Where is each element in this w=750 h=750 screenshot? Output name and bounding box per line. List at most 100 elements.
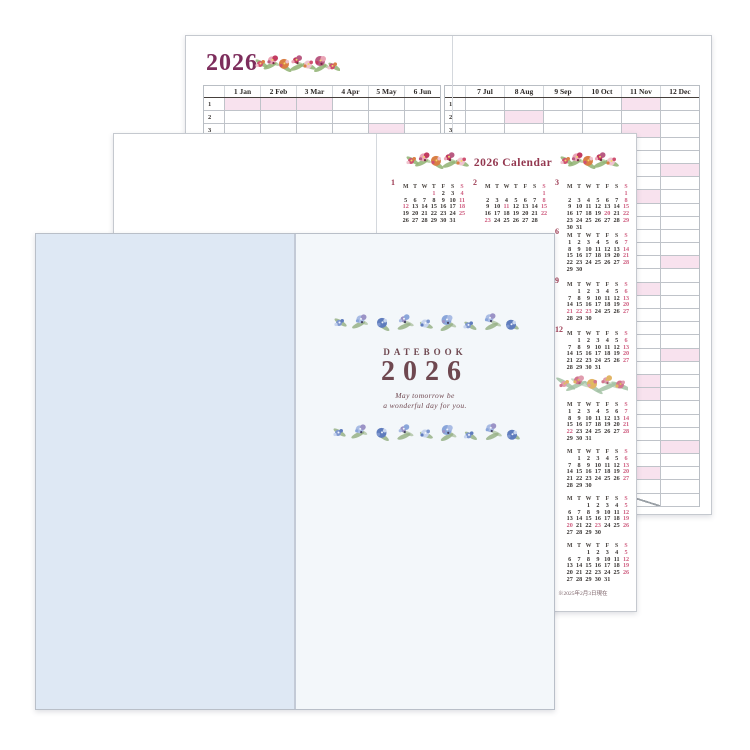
planner-cell	[660, 361, 699, 374]
planner-year-title: 2026	[206, 50, 258, 76]
planner-cell	[465, 98, 504, 111]
cover-front-page: DATEBOOK 2026 May tomorrow be a wonderfu…	[296, 234, 554, 709]
planner-cell	[368, 111, 404, 124]
planner-cell	[660, 256, 699, 269]
planner-cell	[582, 124, 621, 137]
calendar-floral-left-icon	[403, 148, 469, 177]
mini-month: 9 M T W T F S S 1 2 3 4 5 6 7 8 9 10 11 12 13 14 15 16 17 18 19 20 2…	[555, 276, 630, 322]
cover-tagline-line1: May tomorrow be	[395, 391, 455, 400]
planner-cell	[296, 124, 332, 137]
planner-cell	[660, 454, 699, 467]
planner-cell	[660, 216, 699, 229]
cover-tagline-line2: a wonderful day for you.	[383, 401, 467, 410]
planner-month-header: 6 Jun	[404, 86, 440, 97]
planner-cell	[660, 427, 699, 440]
planner-cell	[296, 98, 332, 111]
planner-cell	[504, 111, 543, 124]
planner-cell	[465, 124, 504, 137]
planner-cell	[660, 243, 699, 256]
planner-cell	[660, 335, 699, 348]
planner-cell	[660, 295, 699, 308]
planner-cell	[660, 309, 699, 322]
mini-month-number: 6	[555, 227, 559, 236]
mini-month-grid-2026: 1 M T W T F S S 1 2 3 4 5 6 7 8 9 10 11 12 13 14 15 16 17 18 19 20 2…	[391, 178, 637, 377]
planner-cell	[260, 111, 296, 124]
mini-month-number: 12	[555, 325, 563, 334]
planner-month-header: 9 Sep	[543, 86, 582, 97]
planner-month-header: 5 May	[368, 86, 404, 97]
planner-row-number: 3	[449, 127, 453, 135]
planner-cell	[224, 111, 260, 124]
mini-month-number: 3	[555, 178, 559, 187]
planner-cell	[296, 111, 332, 124]
cover-brand-title: DATEBOOK	[383, 347, 467, 357]
calendar-header: 2026 Calendar	[384, 148, 638, 177]
planner-month-header: 3 Mar	[296, 86, 332, 97]
planner-cell	[660, 150, 699, 163]
planner-cell	[660, 282, 699, 295]
mini-month: 6 M T W T F S S 1 2 3 4 5 6 7 8 9 10 11 12 13 14 15 16 17 18 19 20 2…	[555, 227, 630, 273]
planner-month-header: 11 Nov	[621, 86, 660, 97]
mini-month-number: 2	[473, 178, 477, 187]
planner-row-number: 2	[449, 114, 453, 122]
planner-cell	[582, 98, 621, 111]
planner-month-header: 1 Jan	[224, 86, 260, 97]
planner-cell	[543, 124, 582, 137]
planner-cell	[660, 203, 699, 216]
planner-cell	[660, 163, 699, 177]
mini-month: 3 M T W T F S S 1 2 3 4 5 6 7 8 9 10 11 12 13 14 15 16 17 18 19 20 2…	[555, 178, 630, 231]
planner-cell	[504, 124, 543, 137]
planner-cell	[660, 348, 699, 361]
planner-cell	[660, 322, 699, 335]
planner-cell	[404, 98, 440, 111]
mini-month-grid-2027: M T W T F S S 1 2 3 4 5 6 7 8 9 10 11 12 13 14 15 16 17 18 19 20 21…	[391, 399, 637, 587]
mini-month: 1 M T W T F S S 1 2 3 4 5 6 7 8 9 10 11 12 13 14 15 16 17 18 19 20 2…	[391, 178, 466, 224]
mini-month: M T W T F S S 1 2 3 4 5 6 7 8 9 10 11 12 13 14 15 16 17 18 19 20 21…	[566, 402, 630, 442]
mini-month: 12 M T W T F S S 1 2 3 4 5 6 7 8 9 10 11 12 13 14 15 16 17 18 19 20…	[555, 325, 630, 371]
planner-cell	[332, 124, 368, 137]
mini-month-number: 1	[391, 178, 395, 187]
planner-cell	[332, 98, 368, 111]
planner-cell	[660, 480, 699, 493]
mini-month: M T W T F S S 1 2 3 4 5 6 7 8 9 10 11 12 13 14 15 16 17 18 19 20 21…	[566, 449, 630, 489]
planner-cell	[660, 388, 699, 401]
planner-cell	[404, 111, 440, 124]
planner-cell	[660, 269, 699, 282]
cover-inside-left-page	[36, 234, 296, 709]
planner-cell	[660, 440, 699, 454]
planner-row-number: 1	[208, 101, 212, 108]
planner-cell	[660, 177, 699, 190]
cover-floral-top-icon	[331, 304, 519, 345]
planner-cell	[621, 98, 660, 111]
planner-cell	[660, 124, 699, 137]
planner-cell	[543, 111, 582, 124]
planner-row-number: 3	[208, 127, 212, 135]
mini-month: M T W T F S S 1 2 3 4 5 6 7 8 9 10 11 12 13 14 15 16 17 18 19 20 21…	[566, 496, 630, 536]
planner-cell	[543, 98, 582, 111]
planner-cell	[660, 374, 699, 388]
planner-month-header: 2 Feb	[260, 86, 296, 97]
planner-cell	[660, 98, 699, 111]
planner-month-header: 10 Oct	[582, 86, 621, 97]
mini-month-number: 9	[555, 276, 559, 285]
planner-cell	[660, 467, 699, 480]
calendar-title: 2026 Calendar	[473, 156, 553, 169]
planner-cell	[332, 111, 368, 124]
planner-cell	[660, 401, 699, 414]
planner-month-header: 12 Dec	[660, 86, 699, 97]
cover-tagline: May tomorrow be a wonderful day for you.	[296, 391, 554, 411]
planner-cell	[660, 229, 699, 243]
divider-floral-icon	[556, 371, 632, 400]
planner-month-header: 4 Apr	[332, 86, 368, 97]
planner-cell	[660, 111, 699, 124]
planner-cell	[260, 124, 296, 137]
cover-year: 2026	[381, 356, 469, 387]
planner-cell	[224, 124, 260, 137]
planner-cell	[660, 190, 699, 203]
planner-cell	[465, 111, 504, 124]
cover-floral-bottom-icon	[330, 414, 520, 455]
planner-cell	[621, 111, 660, 124]
planner-cell	[582, 111, 621, 124]
planner-month-header: 8 Aug	[504, 86, 543, 97]
